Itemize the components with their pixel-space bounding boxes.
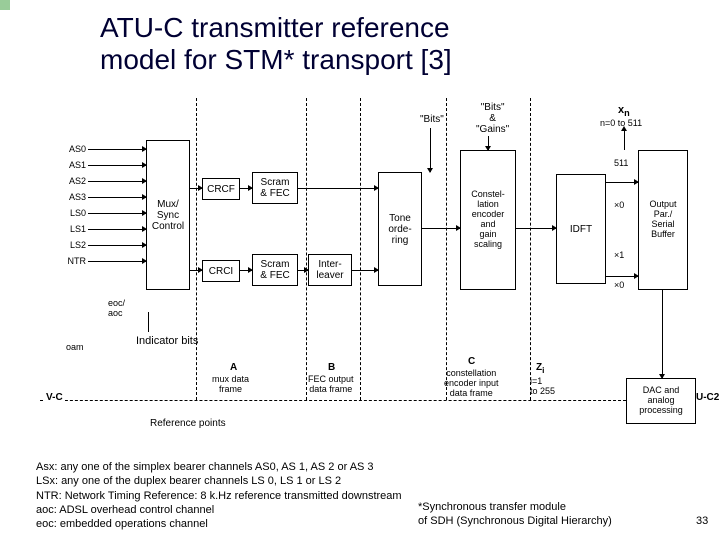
v-bits <box>430 128 431 172</box>
dash-1 <box>196 98 197 400</box>
dash-2 <box>306 98 307 400</box>
interleaver-box: Inter- leaver <box>308 254 352 286</box>
input-line-3 <box>88 197 146 198</box>
input-as3: AS3 <box>58 192 86 202</box>
idft-n2: ×0 <box>614 200 624 210</box>
uc2-label: U-C2 <box>696 392 719 403</box>
input-as2: AS2 <box>58 176 86 186</box>
dac-box: DAC and analog processing <box>626 378 696 424</box>
dash-4 <box>446 98 447 400</box>
bits-gains-label: "Bits" & "Gains" <box>476 102 509 135</box>
xn-label: xn <box>618 104 630 118</box>
input-line-1 <box>88 165 146 166</box>
zi-label: Zi <box>536 362 544 375</box>
input-ls1: LS1 <box>58 224 86 234</box>
b-sub: FEC output data frame <box>308 374 354 394</box>
indicator-bits-label: Indicator bits <box>134 334 200 348</box>
fn-3: NTR: Network Timing Reference: 8 k.Hz re… <box>36 489 402 503</box>
tone-ordering-box: Tone orde- ring <box>378 172 422 286</box>
c-sub: constellation encoder input data frame <box>444 368 499 398</box>
zi-sub: i=1 to 255 <box>530 376 555 396</box>
arr-11 <box>634 273 639 279</box>
a-sub: mux data frame <box>212 374 249 394</box>
conn-tone-const <box>422 228 460 229</box>
idft-n4: ×0 <box>614 280 624 290</box>
fn-r2: of SDH (Synchronous Digital Hierarchy) <box>418 514 612 528</box>
input-line-4 <box>88 213 146 214</box>
dash-3 <box>360 98 361 400</box>
eoc-aoc-label: eoc/ aoc <box>108 298 125 318</box>
arr-dac <box>659 374 665 379</box>
arr-6 <box>304 267 309 273</box>
page-title: ATU-C transmitter reference model for ST… <box>100 12 452 76</box>
idft-box: IDFT <box>556 174 606 284</box>
fn-r1: *Synchronous transfer module <box>418 500 612 514</box>
ref-line <box>40 400 626 401</box>
title-line2: model for STM* transport [3] <box>100 44 452 76</box>
idft-n3: ×1 <box>614 250 624 260</box>
title-bullet <box>0 0 10 10</box>
fn-5: eoc: embedded operations channel <box>36 517 402 531</box>
fn-4: aoc: ADSL overhead control channel <box>36 503 402 517</box>
bits-label: "Bits" <box>420 114 444 125</box>
input-line-2 <box>88 181 146 182</box>
conn-const-idft <box>516 228 556 229</box>
refpts-label: Reference points <box>150 418 226 429</box>
input-as1: AS1 <box>58 160 86 170</box>
arr-3 <box>374 185 379 191</box>
oam-label: oam <box>66 342 84 352</box>
crci-box: CRCI <box>202 260 240 282</box>
arr-10 <box>634 179 639 185</box>
arr-bg <box>485 146 491 151</box>
input-line-0 <box>88 149 146 150</box>
arr-bits <box>427 168 433 173</box>
arr-4 <box>198 267 203 273</box>
c-label: C <box>468 356 475 367</box>
constellation-box: Constel- lation encoder and gain scaling <box>460 150 516 290</box>
arr-7 <box>374 267 379 273</box>
page-number: 33 <box>696 514 708 528</box>
input-line-7 <box>88 261 146 262</box>
indicator-line <box>148 312 149 332</box>
v-xn <box>624 130 625 150</box>
title-line1: ATU-C transmitter reference <box>100 12 452 44</box>
conn-scramf-tone <box>298 188 378 189</box>
arr-9 <box>552 225 557 231</box>
fn-1: Asx: any one of the simplex bearer chann… <box>36 460 402 474</box>
mux-sync-box: Mux/ Sync Control <box>146 140 190 290</box>
fn-2: LSx: any one of the duplex bearer channe… <box>36 474 402 488</box>
vc-label: V-C <box>44 392 65 403</box>
b-label: B <box>328 362 335 373</box>
input-ls2: LS2 <box>58 240 86 250</box>
a-label: A <box>230 362 237 373</box>
input-line-6 <box>88 245 146 246</box>
output-buffer-box: Output Par./ Serial Buffer <box>638 150 688 290</box>
idft-n1: 511 <box>614 158 628 168</box>
footnote-right: *Synchronous transfer module of SDH (Syn… <box>418 500 612 529</box>
input-as0: AS0 <box>58 144 86 154</box>
arr-1 <box>198 185 203 191</box>
out-dac-v <box>662 290 663 378</box>
input-ntr: NTR <box>58 256 86 266</box>
arr-8 <box>456 225 461 231</box>
arr-xn <box>621 126 627 131</box>
scrami-box: Scram & FEC <box>252 254 298 286</box>
dash-5 <box>530 98 531 400</box>
arr-2 <box>248 185 253 191</box>
footnote-block: Asx: any one of the simplex bearer chann… <box>36 460 402 531</box>
input-ls0: LS0 <box>58 208 86 218</box>
crcf-box: CRCF <box>202 178 240 200</box>
scramf-box: Scram & FEC <box>252 172 298 204</box>
arr-5 <box>248 267 253 273</box>
input-line-5 <box>88 229 146 230</box>
